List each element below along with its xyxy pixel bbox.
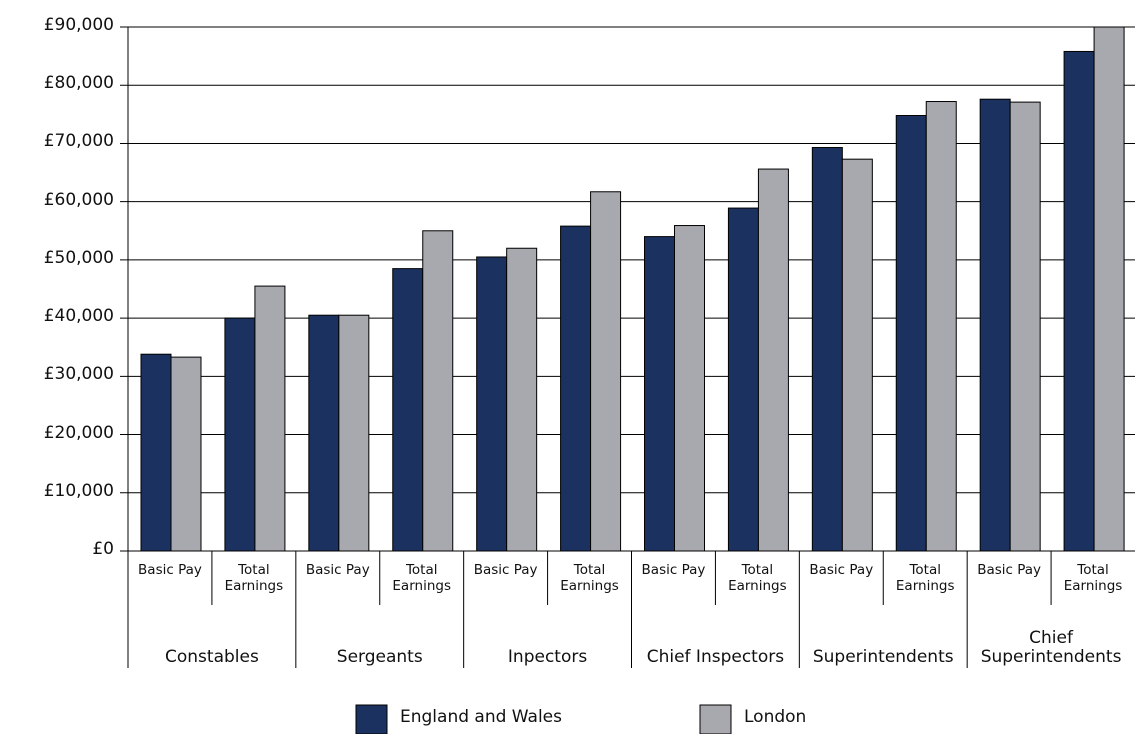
- y-tick-label: £70,000: [43, 131, 114, 152]
- bar: [308, 314, 340, 552]
- bar: [811, 147, 843, 552]
- y-tick-label: £60,000: [43, 189, 114, 210]
- y-tick-label: £90,000: [43, 15, 114, 35]
- bar: [224, 317, 256, 552]
- legend-swatch: [355, 704, 388, 734]
- legend-label: London: [744, 707, 807, 727]
- legend-label: England and Wales: [400, 707, 562, 727]
- bar: [674, 225, 705, 552]
- bar: [140, 353, 172, 552]
- x-tick-label: Basic Pay: [305, 562, 370, 578]
- bar: [506, 247, 538, 552]
- x-tick-label: Total Earnings: [1063, 562, 1123, 594]
- bar: [1009, 101, 1041, 552]
- y-tick-label: £0: [92, 539, 114, 559]
- bar: [1063, 50, 1095, 552]
- bar: [476, 256, 508, 552]
- y-tick-label: £40,000: [43, 306, 114, 327]
- bar: [925, 101, 957, 552]
- bar: [727, 207, 759, 552]
- x-tick-label: Basic Pay: [977, 562, 1042, 578]
- bar: [841, 158, 873, 552]
- x-tick-label: Total Earnings: [895, 562, 955, 594]
- legend-swatch: [699, 704, 732, 734]
- x-tick-label: Basic Pay: [809, 562, 874, 578]
- y-tick-label: £80,000: [43, 73, 114, 94]
- bar: [422, 230, 454, 552]
- y-tick-label: £30,000: [43, 364, 114, 385]
- x-tick-label: Total Earnings: [560, 562, 619, 594]
- group-label: Constables: [165, 647, 259, 668]
- bar: [895, 114, 927, 552]
- group-label: Sergeants: [336, 647, 423, 668]
- bar: [170, 356, 202, 552]
- bar: [560, 225, 592, 552]
- group-label: Inpectors: [507, 647, 588, 668]
- bar: [644, 236, 675, 552]
- x-tick-label: Basic Pay: [473, 562, 538, 578]
- x-tick-label: Total Earnings: [224, 562, 284, 594]
- x-tick-label: Total Earnings: [728, 562, 787, 594]
- bar: [757, 168, 789, 552]
- bar: [254, 285, 286, 552]
- group-label: Superintendents: [812, 647, 954, 668]
- bar: [979, 98, 1011, 552]
- x-tick-label: Basic Pay: [641, 562, 706, 578]
- y-tick-label: £50,000: [43, 247, 114, 268]
- bar: [338, 314, 370, 552]
- group-label: Chief Superintendents: [980, 627, 1122, 668]
- bar: [392, 268, 424, 552]
- bar: [590, 191, 622, 552]
- x-tick-label: Total Earnings: [392, 562, 451, 594]
- y-tick-label: £20,000: [43, 422, 114, 443]
- bar: [1093, 26, 1125, 552]
- y-tick-label: £10,000: [43, 480, 114, 501]
- x-tick-label: Basic Pay: [138, 562, 202, 578]
- group-label: Chief Inspectors: [646, 647, 785, 668]
